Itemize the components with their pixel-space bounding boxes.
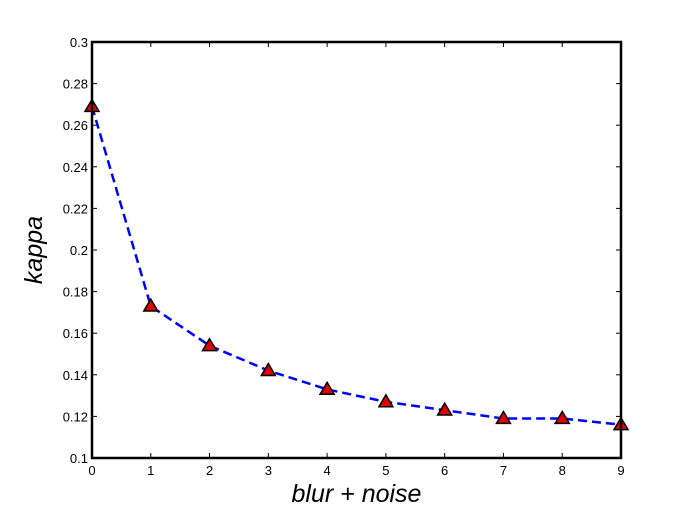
y-tick-label: 0.1 (70, 451, 88, 466)
y-tick-label: 0.2 (70, 243, 88, 258)
y-tick-label: 0.28 (63, 77, 88, 92)
y-axis-title: kappa (20, 216, 48, 284)
series-markers (83, 98, 630, 431)
series-line (90, 106, 622, 426)
x-axis-title: blur + noise (292, 480, 422, 508)
data-point-marker (495, 410, 512, 425)
x-tick-label: 8 (559, 463, 566, 478)
plot-frame (90, 40, 623, 460)
x-tick-label: 9 (617, 463, 624, 478)
y-tick-label: 0.12 (63, 409, 88, 424)
data-point-marker (260, 362, 277, 377)
y-tick-label: 0.24 (63, 160, 88, 175)
x-tick-label: 5 (382, 463, 389, 478)
y-tick-label: 0.16 (63, 326, 88, 341)
x-tick-label: 6 (441, 463, 448, 478)
data-point-marker (201, 337, 218, 352)
series-lines (90, 106, 622, 426)
x-tick-label: 3 (265, 463, 272, 478)
x-tick-label: 4 (323, 463, 330, 478)
x-tick-label: 0 (88, 463, 95, 478)
y-tick-label: 0.3 (70, 35, 88, 50)
x-tick-label: 2 (206, 463, 213, 478)
data-point-marker (553, 410, 571, 425)
x-tick-label: 7 (500, 463, 507, 478)
y-tick-label: 0.26 (63, 118, 88, 133)
data-point-marker (436, 401, 453, 416)
data-point-marker (377, 393, 395, 408)
y-tick-label: 0.22 (63, 201, 88, 216)
y-tick-label: 0.18 (63, 285, 88, 300)
data-point-marker (142, 297, 160, 312)
tick-labels: 0 1 2 3 4 5 6 7 8 9 0.1 0.12 0.14 0.16 0.18 0.2 0.22 0.24… (63, 35, 625, 478)
y-tick-label: 0.14 (63, 368, 88, 383)
x-tick-label: 1 (147, 463, 154, 478)
data-point-marker (318, 380, 336, 396)
